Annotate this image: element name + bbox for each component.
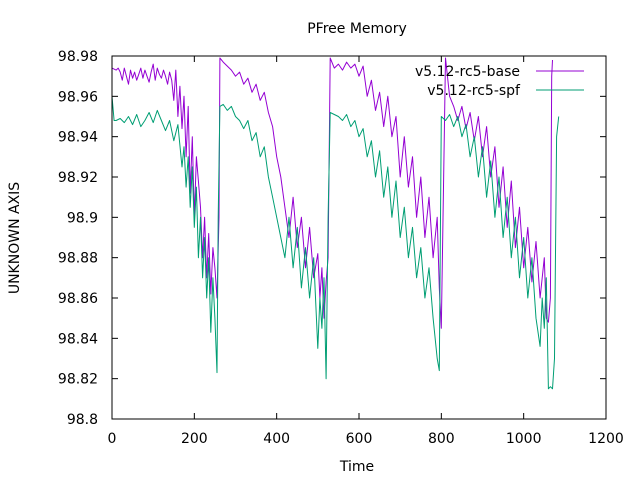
- x-tick-label: 400: [263, 431, 290, 447]
- y-tick-label: 98.92: [58, 170, 98, 186]
- x-tick-label: 600: [346, 431, 373, 447]
- series-line-2: [111, 96, 560, 390]
- y-tick-label: 98.96: [58, 89, 98, 105]
- x-tick-label: 0: [108, 431, 117, 447]
- series-lines: [111, 57, 560, 390]
- y-tick-label: 98.88: [58, 251, 98, 267]
- x-tick-label: 800: [428, 431, 455, 447]
- chart-title: PFree Memory: [307, 21, 407, 37]
- x-tick-label: 1200: [588, 431, 624, 447]
- y-tick-label: 98.94: [58, 130, 98, 146]
- axes: 0 200 400 600 800 1000 1200 98.8 98.82 98.84 98.86…: [58, 49, 624, 447]
- x-axis-label: Time: [339, 459, 374, 475]
- y-tick-label: 98.98: [58, 49, 98, 65]
- x-tick-label: 200: [181, 431, 208, 447]
- legend: v5.12-rc5-base v5.12-rc5-spf: [415, 64, 584, 99]
- legend-label-1: v5.12-rc5-base: [415, 64, 520, 80]
- y-tick-label: 98.8: [67, 412, 98, 428]
- legend-label-2: v5.12-rc5-spf: [427, 83, 521, 99]
- y-tick-label: 98.86: [58, 291, 98, 307]
- x-tick-label: 1000: [506, 431, 542, 447]
- y-tick-label: 98.9: [67, 210, 98, 226]
- series-line-1: [111, 57, 553, 329]
- y-axis-label: UNKNOWN AXIS: [7, 182, 23, 294]
- y-tick-label: 98.82: [58, 372, 98, 388]
- y-tick-label: 98.84: [58, 331, 98, 347]
